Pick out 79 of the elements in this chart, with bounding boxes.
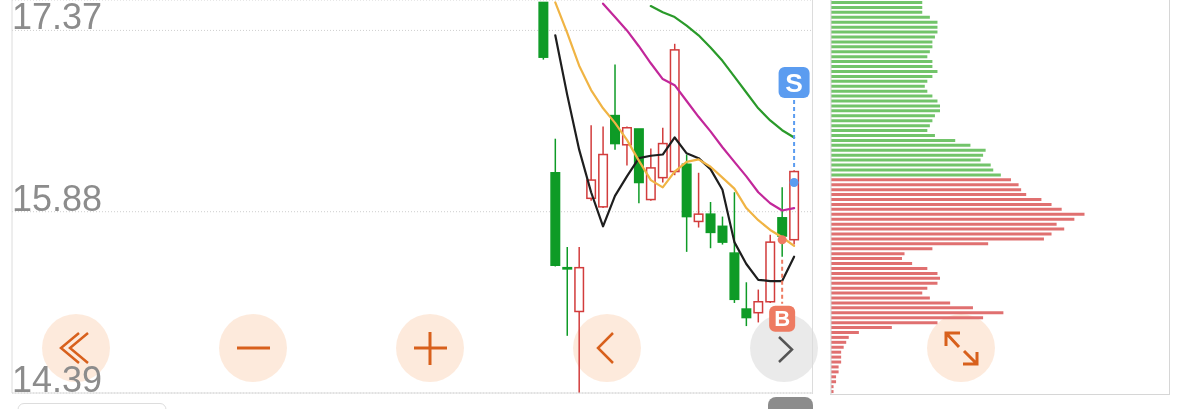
bar xyxy=(831,168,994,172)
bar xyxy=(831,350,842,354)
bar xyxy=(831,124,930,128)
bar xyxy=(831,55,928,59)
bar xyxy=(831,271,938,275)
bar xyxy=(831,104,941,108)
y-tick-label: 14.39 xyxy=(12,359,103,400)
bar xyxy=(831,217,1075,221)
bar xyxy=(831,129,928,133)
bar xyxy=(831,311,1004,315)
bar xyxy=(831,326,892,330)
legend-label: B xyxy=(774,306,791,332)
bar xyxy=(831,74,933,78)
bar xyxy=(831,257,902,261)
bar xyxy=(831,262,913,266)
bar xyxy=(831,291,923,295)
bar xyxy=(831,188,1022,192)
bar xyxy=(831,212,1085,216)
bar xyxy=(831,276,941,280)
bar xyxy=(831,35,935,39)
bar xyxy=(831,237,1044,241)
bar xyxy=(831,65,933,69)
bar xyxy=(831,153,984,157)
bar xyxy=(831,345,844,349)
bar xyxy=(831,138,956,142)
bar xyxy=(831,247,933,251)
bar xyxy=(831,15,930,19)
bar xyxy=(831,114,935,118)
bar xyxy=(831,266,928,270)
bar xyxy=(831,45,933,49)
bar xyxy=(831,5,923,9)
bar xyxy=(831,40,933,44)
bar xyxy=(831,1,923,4)
bar xyxy=(831,89,928,93)
bar xyxy=(831,365,839,369)
bar xyxy=(831,207,1062,211)
bar xyxy=(831,20,938,24)
bar xyxy=(831,79,928,83)
bar xyxy=(831,227,1065,231)
bar xyxy=(831,94,933,98)
bar xyxy=(831,183,1019,187)
bar xyxy=(831,321,938,325)
bar xyxy=(831,316,984,320)
bar xyxy=(831,173,1001,177)
bar xyxy=(831,148,986,152)
bar xyxy=(831,355,842,359)
bar xyxy=(831,242,989,246)
bar xyxy=(831,119,933,123)
bar xyxy=(831,50,930,54)
y-tick-label: 17.37 xyxy=(12,0,103,38)
bar xyxy=(831,158,981,162)
y-tick-label: 15.88 xyxy=(12,177,103,219)
bar xyxy=(831,252,905,256)
bar xyxy=(831,30,938,34)
bar xyxy=(831,60,933,64)
bar xyxy=(831,330,859,334)
bar xyxy=(831,69,938,73)
bar xyxy=(831,202,1052,206)
bar xyxy=(831,286,928,290)
bar xyxy=(831,109,941,113)
bar xyxy=(831,360,842,364)
bar xyxy=(831,25,938,29)
bar xyxy=(831,340,847,344)
bar xyxy=(831,133,935,137)
bar xyxy=(831,84,925,88)
bar xyxy=(831,306,973,310)
bar xyxy=(831,99,938,103)
text: S xyxy=(785,67,803,98)
bar xyxy=(831,178,1011,182)
bar xyxy=(831,10,923,14)
bar xyxy=(831,281,938,285)
bar xyxy=(831,143,971,147)
bar xyxy=(831,198,1042,201)
bar xyxy=(831,335,849,339)
bar xyxy=(831,301,951,305)
bar xyxy=(831,163,991,167)
bar xyxy=(831,222,1057,226)
bar xyxy=(831,193,1027,197)
bar xyxy=(831,370,839,374)
